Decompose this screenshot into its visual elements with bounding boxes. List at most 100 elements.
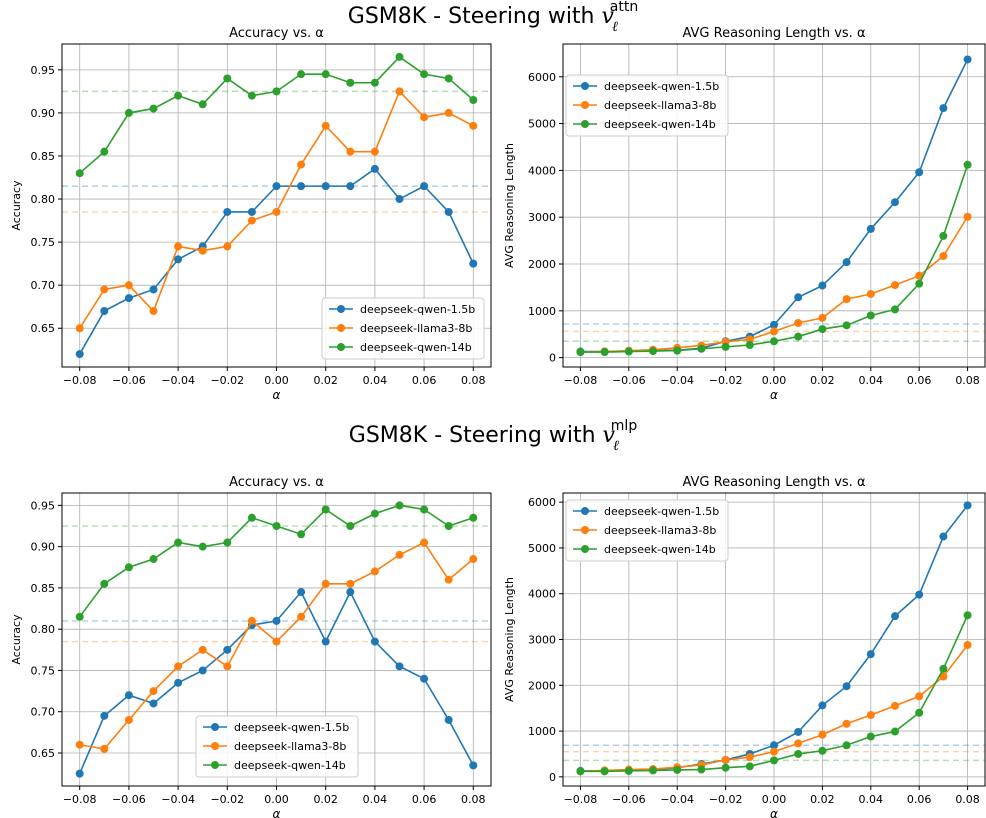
data-point-deepseek-qwen-14b [576,767,585,776]
data-point-deepseek-llama3-8b [794,739,803,748]
data-point-deepseek-qwen-14b [842,741,851,750]
data-point-deepseek-qwen-14b [649,347,658,356]
data-point-deepseek-qwen-14b [818,325,827,334]
data-point-deepseek-llama3-8b [420,113,429,122]
y-tick-label: 6000 [528,496,556,509]
data-point-deepseek-qwen-14b [444,522,453,531]
data-point-deepseek-llama3-8b [174,662,183,671]
data-point-deepseek-qwen-1.5b [842,682,851,691]
data-point-deepseek-llama3-8b [866,711,875,720]
y-tick-label: 0 [549,771,556,784]
data-point-deepseek-llama3-8b [842,295,851,304]
data-point-deepseek-qwen-14b [866,311,875,320]
data-point-deepseek-llama3-8b [198,246,207,255]
data-point-deepseek-qwen-14b [149,104,158,113]
x-tick-label: 0.06 [907,374,932,387]
y-tick-label: 5000 [528,542,556,555]
y-tick-label: 0.65 [31,747,56,760]
x-tick-label: −0.06 [112,793,146,806]
y-tick-label: 0.85 [31,150,56,163]
figure-title-mlp: GSM8K - Steering with vℓmlp [348,418,638,454]
y-tick-label: 0.65 [31,322,56,335]
y-tick-label: 0.90 [31,541,56,554]
data-point-deepseek-qwen-1.5b [272,616,281,625]
data-point-deepseek-llama3-8b [818,730,827,739]
data-point-deepseek-llama3-8b [321,579,330,588]
y-tick-label: 4000 [528,588,556,601]
legend-label: deepseek-qwen-14b [360,341,472,354]
data-point-deepseek-llama3-8b [939,672,948,681]
data-point-deepseek-llama3-8b [149,687,158,696]
x-tick-label: −0.06 [612,793,646,806]
legend-label: deepseek-llama3-8b [360,322,472,335]
data-point-deepseek-qwen-1.5b [149,699,158,708]
data-point-deepseek-llama3-8b [939,252,948,261]
data-point-deepseek-qwen-14b [321,505,330,514]
y-tick-label: 0.70 [31,279,56,292]
x-tick-label: 0.04 [363,374,388,387]
data-point-deepseek-llama3-8b [890,701,899,710]
data-point-deepseek-qwen-1.5b [346,182,355,191]
data-point-deepseek-qwen-1.5b [223,207,232,216]
data-point-deepseek-llama3-8b [444,108,453,117]
y-tick-label: 0.75 [31,236,56,249]
x-tick-label: 0.08 [955,374,980,387]
data-point-deepseek-qwen-14b [890,727,899,736]
data-point-deepseek-llama3-8b [866,289,875,298]
data-point-deepseek-qwen-1.5b [297,588,306,597]
data-point-deepseek-qwen-14b [890,305,899,314]
x-tick-label: −0.08 [63,374,97,387]
x-tick-label: 0.06 [412,793,437,806]
x-axis-label: α [273,807,281,818]
data-point-deepseek-qwen-1.5b [75,350,84,359]
y-tick-label: 0.80 [31,193,56,206]
data-point-deepseek-llama3-8b [75,324,84,333]
data-point-deepseek-qwen-1.5b [420,674,429,683]
data-point-deepseek-qwen-1.5b [370,637,379,646]
y-tick-label: 3000 [528,211,556,224]
data-point-deepseek-qwen-14b [673,346,682,355]
data-point-deepseek-qwen-1.5b [321,637,330,646]
data-point-deepseek-qwen-1.5b [272,182,281,191]
data-point-deepseek-qwen-14b [576,348,585,357]
data-point-deepseek-qwen-1.5b [866,224,875,233]
y-tick-label: 3000 [528,634,556,647]
data-point-deepseek-llama3-8b [469,121,478,130]
legend: deepseek-qwen-1.5b deepseek-llama3-8b deep… [195,715,359,778]
data-point-deepseek-qwen-14b [745,762,754,771]
data-point-deepseek-qwen-14b [842,321,851,330]
data-point-deepseek-qwen-1.5b [223,645,232,654]
data-point-deepseek-qwen-14b [794,332,803,341]
y-tick-label: 2000 [528,679,556,692]
x-tick-label: 0.00 [762,793,787,806]
data-point-deepseek-qwen-14b [395,501,404,510]
legend-marker [581,526,589,534]
legend: deepseek-qwen-1.5b deepseek-llama3-8b deep… [565,499,729,562]
x-tick-label: −0.04 [161,374,195,387]
data-point-deepseek-llama3-8b [963,640,972,649]
x-tick-label: 0.06 [907,793,932,806]
legend-box [195,715,359,778]
x-tick-label: 0.06 [412,374,437,387]
data-point-deepseek-qwen-14b [75,612,84,621]
legend-marker [337,324,345,332]
y-tick-label: 0.95 [31,64,56,77]
data-point-deepseek-qwen-14b [346,522,355,531]
data-point-deepseek-qwen-1.5b [469,761,478,770]
x-tick-label: −0.08 [564,374,598,387]
data-point-deepseek-qwen-1.5b [100,711,109,720]
data-point-deepseek-qwen-1.5b [890,198,899,207]
data-point-deepseek-llama3-8b [346,579,355,588]
y-axis-label: AVG Reasoning Length [503,577,516,702]
data-point-deepseek-qwen-1.5b [395,662,404,671]
data-point-deepseek-qwen-1.5b [395,195,404,204]
data-point-deepseek-llama3-8b [223,242,232,251]
data-point-deepseek-qwen-14b [963,160,972,169]
data-point-deepseek-qwen-14b [370,78,379,87]
y-tick-label: 6000 [528,71,556,84]
legend-box [321,297,485,360]
data-point-deepseek-qwen-14b [915,279,924,288]
data-point-deepseek-qwen-1.5b [915,590,924,599]
data-point-deepseek-qwen-14b [745,340,754,349]
